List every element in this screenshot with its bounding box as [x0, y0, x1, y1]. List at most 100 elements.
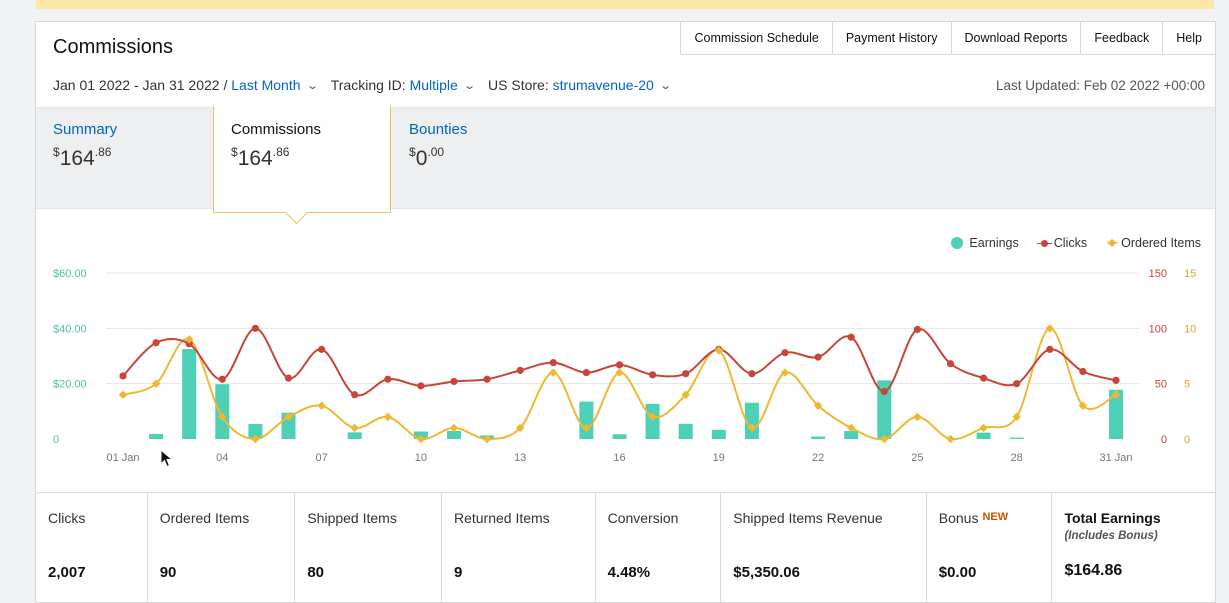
earnings-bar: [347, 432, 362, 439]
clicks-point: [748, 370, 756, 378]
clicks-axis-tick-label: 150: [1149, 268, 1167, 280]
x-axis-tick-label: 07: [315, 452, 327, 464]
legend-ordered-items[interactable]: Ordered Items: [1107, 236, 1201, 250]
clicks-point: [119, 372, 127, 380]
stat-label: Ordered Items: [159, 510, 250, 526]
commissions-amount: $164.86: [231, 145, 290, 170]
legend-earnings[interactable]: Earnings: [951, 236, 1019, 250]
tab-summary[interactable]: Summary $164.86: [53, 121, 117, 171]
feedback-link[interactable]: Feedback: [1081, 22, 1164, 54]
ordered-items-point: [979, 423, 988, 433]
tab-label[interactable]: Commissions: [231, 121, 322, 138]
stat-value: $164.86: [1064, 562, 1123, 579]
tab-label[interactable]: Summary: [53, 121, 118, 138]
summary-amount: $164.86: [53, 145, 112, 170]
ordered-items-point: [1012, 412, 1021, 422]
ordered-items-point: [317, 401, 326, 411]
ordered-items-point: [218, 412, 227, 422]
clicks-point: [318, 345, 326, 353]
clicks-point: [847, 333, 855, 341]
earnings-bar: [877, 380, 892, 439]
last-updated-text: Last Updated: Feb 02 2022 +00:00: [995, 78, 1205, 93]
ordered-axis-tick-label: 15: [1184, 268, 1196, 280]
stat-value: 80: [307, 564, 325, 581]
ordered-items-point: [913, 412, 922, 422]
clicks-point: [218, 375, 226, 383]
tab-label[interactable]: Bounties: [409, 121, 468, 138]
earnings-bar: [678, 423, 693, 439]
stat-clicks: Clicks 2,007: [36, 493, 148, 603]
ordered-items-point: [946, 434, 955, 444]
stat-label: Returned Items: [453, 510, 550, 526]
tab-commissions[interactable]: Commissions $164.86: [231, 121, 321, 171]
clicks-point: [1013, 380, 1021, 388]
download-reports-link[interactable]: Download Reports: [952, 22, 1082, 54]
left-axis-tick-label: $40.00: [53, 323, 87, 335]
legend-swatch: [1107, 238, 1117, 248]
ordered-axis-tick-label: 0: [1184, 434, 1190, 446]
earnings-bar: [215, 384, 230, 439]
stat-label: Conversion: [607, 510, 679, 526]
x-axis-tick-label: 01 Jan: [106, 452, 139, 464]
stat-conversion: Conversion 4.48%: [596, 493, 722, 603]
clicks-point: [1112, 376, 1120, 384]
stat-label: Bonus NEW: [938, 510, 1009, 526]
tab-bounties[interactable]: Bounties $0.00: [409, 121, 467, 171]
ordered-items-point: [251, 434, 260, 444]
clicks-point: [417, 382, 425, 390]
help-link[interactable]: Help: [1176, 31, 1202, 45]
clicks-axis-tick-label: 100: [1149, 323, 1167, 335]
ordered-items-point: [284, 412, 293, 422]
earnings-bar: [612, 434, 627, 439]
legend-swatch: [951, 237, 964, 249]
commission-schedule-link[interactable]: Commission Schedule: [681, 22, 833, 54]
stat-value: $5,350.06: [733, 564, 800, 581]
x-axis-tick-label: 31 Jan: [1099, 452, 1132, 464]
chevron-down-icon[interactable]: ⌄: [658, 79, 672, 92]
clicks-point: [781, 349, 789, 357]
ordered-axis-tick-label: 5: [1184, 379, 1190, 391]
payment-history-link[interactable]: Payment History: [833, 22, 952, 54]
report-links: Commission Schedule Payment History Down…: [680, 22, 1215, 55]
left-axis-tick-label: $60.00: [53, 268, 87, 280]
active-tab-highlight: [213, 106, 391, 213]
clicks-point: [483, 375, 491, 383]
earnings-bar: [248, 424, 263, 439]
ordered-items-point: [648, 412, 657, 422]
stat-returned-items: Returned Items 9: [442, 493, 596, 603]
left-axis-tick-label: $20.00: [53, 379, 87, 391]
clicks-point: [1079, 367, 1087, 376]
store-dropdown[interactable]: strumavenue-20: [552, 77, 654, 93]
chevron-down-icon[interactable]: ⌄: [305, 79, 319, 92]
stat-label: Clicks: [48, 510, 86, 526]
ordered-items-point: [416, 434, 426, 444]
chart-canvas: 0 0 0 $20.00 50 5 $40.00 100 10 $60.00 150 15 01 Jan…: [53, 268, 1196, 464]
clicks-point: [582, 369, 591, 377]
ordered-items-point: [449, 423, 459, 433]
stat-bonus: Bonus NEW $0.00: [927, 493, 1053, 603]
chevron-down-icon[interactable]: ⌄: [462, 79, 476, 92]
notification-banner: [36, 0, 1214, 9]
earnings-bar: [579, 401, 594, 439]
x-axis-tick-label: 13: [514, 452, 526, 464]
stat-value: $0.00: [938, 564, 977, 581]
earnings-bar: [1009, 437, 1024, 439]
ordered-items-point: [1045, 324, 1055, 333]
period-dropdown[interactable]: Last Month: [231, 77, 301, 93]
clicks-point: [1046, 345, 1054, 353]
stat-value: 9: [453, 564, 463, 581]
clicks-point: [251, 324, 259, 332]
stat-label: Total Earnings: [1064, 510, 1161, 526]
stat-value: 2,007: [48, 564, 86, 581]
stat-label: Shipped Items Revenue: [733, 510, 883, 526]
earnings-bar: [744, 402, 759, 439]
tracking-id-dropdown[interactable]: Multiple: [409, 77, 458, 93]
tracking-id-label: Tracking ID:: [330, 77, 406, 93]
clicks-point: [913, 325, 922, 334]
legend-clicks[interactable]: Clicks: [1036, 236, 1087, 250]
ordered-axis-tick-label: 10: [1184, 323, 1196, 335]
ordered-items-point: [383, 412, 393, 422]
earnings-bar: [645, 403, 660, 439]
stat-label: Shipped Items: [307, 510, 397, 526]
stat-total-earnings: Total Earnings (Includes Bonus) $164.86: [1052, 493, 1215, 603]
